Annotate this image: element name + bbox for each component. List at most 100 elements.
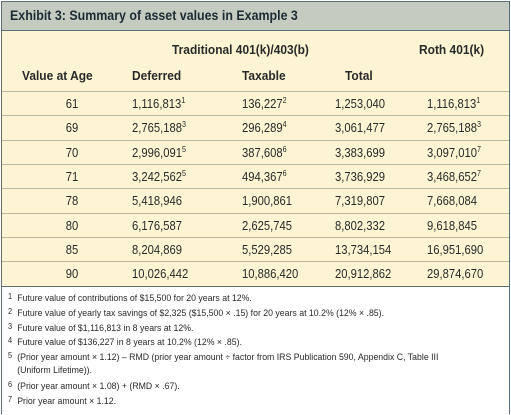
footnote-number: 6 [8, 380, 13, 389]
footnote: 5 (Prior year amount × 1.12) – RMD (prior… [8, 351, 438, 363]
footnote-number: 1 [8, 292, 13, 301]
cell-taxable: 296,2894 [242, 120, 287, 136]
cell-roth: 29,874,670 [427, 267, 483, 281]
cell-value: 9,618,845 [427, 218, 478, 233]
cell-value: 61 [65, 97, 79, 111]
footnote-marker: 5 [182, 144, 187, 154]
cell-value: 90 [65, 267, 79, 282]
cell-value: 3,468,652 [427, 169, 478, 184]
cell-roth: 16,951,690 [427, 243, 483, 257]
footnote-number: 2 [8, 307, 13, 316]
cell-value: 3,383,699 [335, 145, 386, 160]
row-divider [2, 139, 509, 141]
cell-value: 78 [65, 194, 79, 209]
cell-value: 3,736,929 [335, 169, 386, 184]
cell-value: 494,367 [242, 169, 283, 184]
cell-value: 5,418,946 [132, 194, 183, 209]
cell-value: 70 [65, 145, 79, 160]
row-divider [2, 212, 509, 214]
cell-taxable: 5,529,285 [242, 243, 292, 257]
cell-age: 71 [45, 170, 99, 184]
cell-value: 3,061,477 [335, 121, 386, 136]
cell-value: 136,227 [242, 97, 283, 111]
row-divider [2, 91, 509, 92]
cell-roth: 2,765,1883 [427, 121, 481, 136]
cell-value: 1,116,813 [427, 97, 477, 111]
cell-value: 2,996,091 [132, 145, 183, 160]
cell-roth: 1,116,8131 [427, 96, 481, 112]
cell-total: 7,319,807 [335, 194, 385, 208]
cell-roth: 7,668,084 [427, 194, 477, 208]
column-header-taxable: Taxable [242, 68, 286, 83]
cell-deferred: 2,996,0915 [132, 144, 187, 160]
footnote: 6 (Prior year amount × 1.08) + (RMD × .67… [8, 380, 180, 392]
footnote: (Uniform Lifetime)). [8, 365, 92, 376]
cell-value: 20,912,862 [335, 267, 392, 282]
footnote-marker: 7 [477, 144, 482, 154]
row-divider [2, 115, 509, 117]
cell-value: 2,765,188 [427, 121, 478, 136]
cell-age: 78 [45, 194, 99, 208]
cell-deferred: 1,116,8131 [132, 97, 185, 112]
footnote-number: 7 [8, 395, 13, 404]
cell-taxable: 1,900,861 [242, 194, 292, 208]
footnote: 1 Future value of contributions of $15,50… [8, 292, 252, 304]
cell-taxable: 387,6086 [242, 144, 287, 160]
cell-total: 3,061,477 [335, 121, 385, 135]
group-header-traditional: Traditional 401(k)/403(b) [172, 42, 309, 57]
footnote-text: Prior year amount × 1.12. [17, 396, 117, 407]
footnote-marker: 6 [282, 144, 287, 154]
cell-value: 8,204,869 [132, 242, 183, 257]
cell-value: 6,176,587 [132, 218, 183, 233]
cell-deferred: 10,026,442 [132, 267, 188, 281]
row-divider [2, 188, 509, 190]
cell-total: 3,383,699 [335, 146, 385, 160]
exhibit-title: Exhibit 3: Summary of asset values in Ex… [10, 8, 298, 23]
cell-age: 70 [45, 146, 99, 160]
cell-value: 85 [65, 242, 79, 257]
cell-value: 8,802,332 [335, 218, 386, 233]
cell-value: 71 [65, 169, 79, 184]
footnote-text: Future value of $136,227 in 8 years at 1… [17, 337, 242, 348]
cell-value: 1,900,861 [242, 194, 293, 209]
cell-value: 2,625,745 [242, 218, 293, 233]
row-divider [2, 236, 509, 238]
footnote-text: (Uniform Lifetime)). [17, 365, 92, 376]
cell-deferred: 5,418,946 [132, 194, 182, 208]
footnote-number: 5 [8, 351, 13, 360]
cell-value: 69 [65, 121, 79, 136]
cell-age: 90 [45, 267, 99, 281]
cell-value: 3,097,010 [427, 145, 478, 160]
footnote-text: Future value of contributions of $15,500… [17, 293, 252, 304]
cell-value: 296,289 [242, 121, 283, 136]
cell-value: 1,116,813 [132, 97, 182, 111]
cell-deferred: 8,204,869 [132, 243, 182, 257]
group-header-roth: Roth 401(k) [419, 42, 485, 57]
cell-value: 387,608 [242, 145, 283, 160]
footnote-marker: 7 [477, 168, 482, 178]
cell-value: 16,951,690 [427, 242, 484, 257]
cell-age: 69 [45, 121, 99, 135]
cell-roth: 9,618,845 [427, 219, 477, 233]
cell-value: 1,253,040 [335, 97, 386, 111]
footnote-marker: 2 [282, 96, 287, 105]
footnote-marker: 6 [282, 168, 287, 178]
cell-total: 20,912,862 [335, 267, 391, 281]
footnote: 3 Future value of $1,116,813 in 8 years a… [8, 322, 193, 334]
cell-total: 3,736,929 [335, 170, 385, 184]
column-header-total: Total [345, 68, 373, 83]
cell-age: 61 [45, 97, 99, 111]
row-divider [2, 261, 509, 263]
footnote: 2 Future value of yearly tax savings of $… [8, 307, 384, 319]
column-header-deferred: Deferred [132, 68, 182, 83]
cell-roth: 3,097,0107 [427, 144, 482, 160]
footnote: 7 Prior year amount × 1.12. [8, 395, 116, 407]
footnote-marker: 1 [476, 96, 481, 105]
footnote-marker: 4 [282, 120, 287, 130]
row-divider [2, 163, 509, 165]
cell-deferred: 2,765,1883 [132, 121, 186, 136]
footnote-text: (Prior year amount × 1.08) + (RMD × .67)… [17, 381, 180, 392]
footnote-text: Future value of $1,116,813 in 8 years at… [17, 323, 194, 334]
footnote-number: 4 [8, 336, 13, 345]
